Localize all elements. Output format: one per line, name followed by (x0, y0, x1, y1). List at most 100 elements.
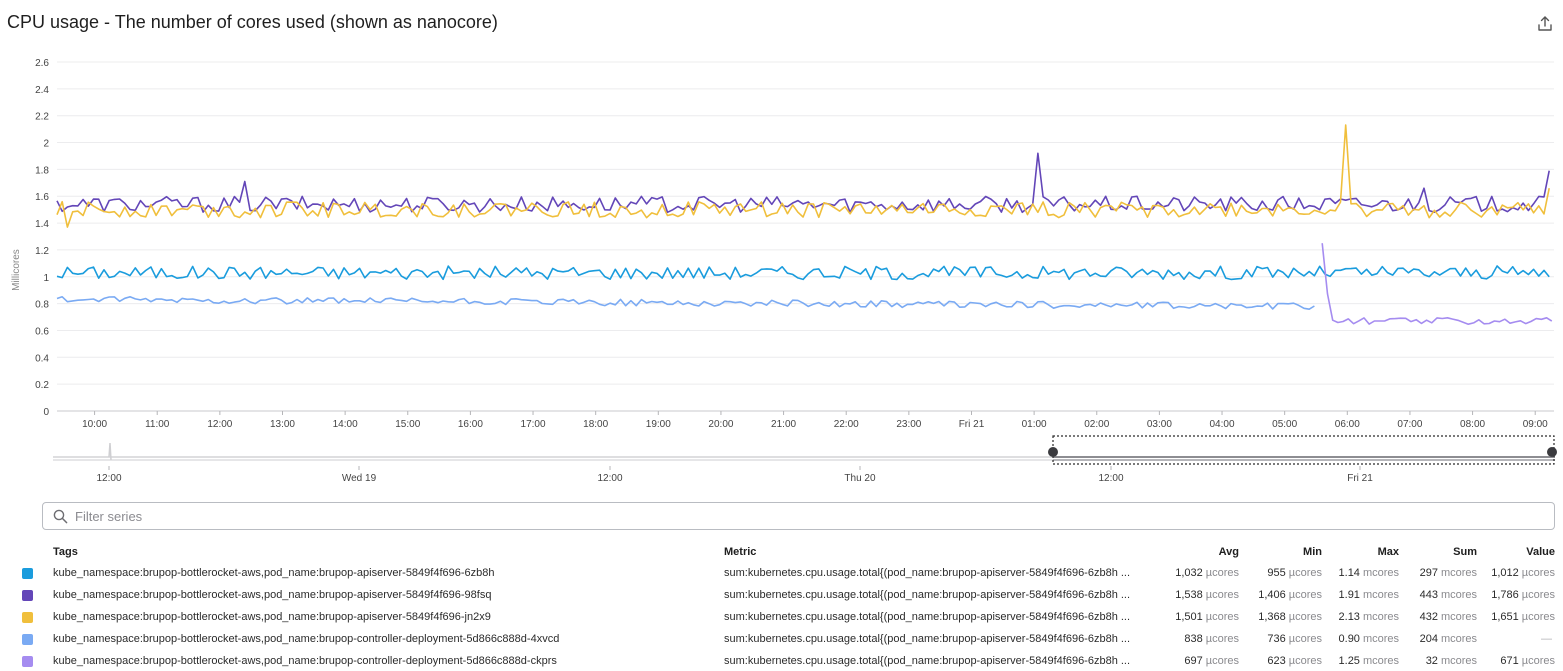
min-unit: µcores (1288, 611, 1322, 623)
series-color-cell (20, 584, 53, 606)
series-sum: 204 mcores (1399, 628, 1477, 650)
series-avg: 1,538 µcores (1164, 584, 1239, 606)
y-tick-label: 0.2 (35, 380, 49, 391)
sum-value: 204 (1419, 633, 1438, 645)
navigator-spike (108, 442, 112, 461)
avg-unit: µcores (1205, 611, 1239, 623)
avg-unit: µcores (1205, 589, 1239, 601)
sum-column-header[interactable]: Sum (1453, 546, 1477, 558)
y-tick-label: 0.4 (35, 353, 49, 364)
max-unit: mcores (1362, 567, 1399, 579)
value-unit: µcores (1521, 567, 1555, 579)
max-unit: mcores (1362, 655, 1399, 667)
series-avg: 1,501 µcores (1164, 606, 1239, 628)
legend-row[interactable]: kube_namespace:brupop-bottlerocket-aws,p… (20, 628, 1555, 650)
sum-unit: mcores (1440, 567, 1477, 579)
x-tick-label: 22:00 (834, 419, 859, 430)
series-line[interactable] (56, 124, 1550, 228)
search-icon (53, 509, 68, 524)
x-tick-label: 12:00 (207, 419, 232, 430)
max-column-header[interactable]: Max (1377, 546, 1399, 558)
x-tick-label: 13:00 (270, 419, 295, 430)
series-color-cell (20, 606, 53, 628)
value-value: — (1541, 633, 1552, 645)
y-tick-label: 0 (43, 407, 49, 418)
max-value: 1.91 (1338, 589, 1360, 601)
series-avg: 697 µcores (1164, 650, 1239, 671)
avg-value: 1,538 (1175, 589, 1203, 601)
navigator-label: Thu 20 (844, 473, 876, 484)
series-line[interactable] (1321, 243, 1553, 325)
metric-column-header[interactable]: Metric (724, 546, 757, 558)
x-tick-label: 05:00 (1272, 419, 1297, 430)
min-value: 1,368 (1258, 611, 1286, 623)
series-color-swatch (22, 589, 33, 601)
series-value: — (1477, 628, 1555, 650)
filter-series-box[interactable] (42, 502, 1555, 530)
filter-series-input[interactable] (75, 505, 1535, 527)
x-tick-label: 03:00 (1147, 419, 1172, 430)
series-sum: 32 mcores (1399, 650, 1477, 671)
min-unit: µcores (1288, 633, 1322, 645)
min-column-header[interactable]: Min (1303, 546, 1322, 558)
y-tick-label: 1 (43, 273, 49, 284)
navigator-label: Wed 19 (342, 473, 377, 484)
series-min: 1,406 µcores (1239, 584, 1322, 606)
value-unit: µcores (1521, 611, 1555, 623)
sum-unit: mcores (1440, 589, 1477, 601)
series-line[interactable] (56, 152, 1550, 214)
time-navigator[interactable]: 12:00 Wed 19 12:00 Thu 20 12:00 Fri 21 (0, 433, 1563, 488)
series-line[interactable] (56, 296, 1315, 310)
legend-row[interactable]: kube_namespace:brupop-bottlerocket-aws,p… (20, 606, 1555, 628)
x-tick-label: 21:00 (771, 419, 796, 430)
min-value: 736 (1267, 633, 1286, 645)
share-export-icon[interactable] (1535, 14, 1555, 34)
sum-value: 297 (1419, 567, 1438, 579)
x-tick-label: 01:00 (1022, 419, 1047, 430)
y-tick-label: 2 (43, 139, 49, 150)
navigator-right-handle[interactable] (1547, 447, 1557, 457)
timeseries-chart[interactable]: 0 0.2 0.4 0.6 0.8 1 1.2 1.4 1.6 1.8 2 2.2 2.4 2.6 Mill… (0, 45, 1563, 435)
series-tags: kube_namespace:brupop-bottlerocket-aws,p… (53, 655, 557, 667)
x-tick-label: 07:00 (1397, 419, 1422, 430)
series-max: 1.25 mcores (1322, 650, 1399, 671)
legend-row[interactable]: kube_namespace:brupop-bottlerocket-aws,p… (20, 562, 1555, 584)
series-tags: kube_namespace:brupop-bottlerocket-aws,p… (53, 589, 492, 601)
series-color-swatch (22, 567, 33, 579)
y-tick-label: 1.8 (35, 165, 49, 176)
sum-value: 443 (1419, 589, 1438, 601)
series-min: 955 µcores (1239, 562, 1322, 584)
min-unit: µcores (1288, 589, 1322, 601)
max-unit: mcores (1362, 633, 1399, 645)
sum-value: 32 (1425, 655, 1438, 667)
sum-unit: mcores (1440, 611, 1477, 623)
avg-value: 697 (1184, 655, 1203, 667)
value-column-header[interactable]: Value (1526, 546, 1555, 558)
legend-row[interactable]: kube_namespace:brupop-bottlerocket-aws,p… (20, 584, 1555, 606)
navigator-left-handle[interactable] (1048, 447, 1058, 457)
max-value: 0.90 (1338, 633, 1360, 645)
value-value: 1,012 (1491, 567, 1519, 579)
min-value: 1,406 (1258, 589, 1286, 601)
avg-column-header[interactable]: Avg (1218, 546, 1239, 558)
value-unit: µcores (1521, 589, 1555, 601)
min-unit: µcores (1288, 567, 1322, 579)
navigator-label: 12:00 (1098, 473, 1123, 484)
value-value: 671 (1500, 655, 1519, 667)
series-color-swatch (22, 633, 33, 645)
x-tick-label: 09:00 (1523, 419, 1548, 430)
series-max: 0.90 mcores (1322, 628, 1399, 650)
x-tick-label: 19:00 (646, 419, 671, 430)
avg-unit: µcores (1205, 633, 1239, 645)
series-line[interactable] (56, 265, 1550, 281)
tags-column-header[interactable]: Tags (53, 546, 78, 558)
series-sum: 297 mcores (1399, 562, 1477, 584)
series-avg: 1,032 µcores (1164, 562, 1239, 584)
legend-row[interactable]: kube_namespace:brupop-bottlerocket-aws,p… (20, 650, 1555, 671)
x-tick-label: 06:00 (1335, 419, 1360, 430)
navigator-label: 12:00 (597, 473, 622, 484)
series-value: 671 µcores (1477, 650, 1555, 671)
series-color-cell (20, 628, 53, 650)
avg-unit: µcores (1205, 567, 1239, 579)
series-avg: 838 µcores (1164, 628, 1239, 650)
